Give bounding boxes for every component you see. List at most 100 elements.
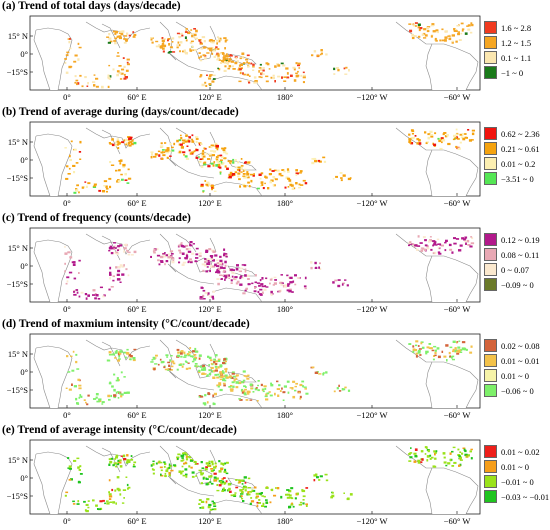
trend-cell [453, 134, 456, 138]
trend-cell [152, 356, 156, 359]
lon-label: 0° [63, 92, 71, 102]
trend-cell [437, 251, 441, 254]
trend-cell [286, 493, 290, 496]
trend-cell [185, 244, 189, 247]
trend-cell [129, 141, 133, 143]
trend-cell [317, 159, 321, 162]
trend-cell [185, 134, 188, 137]
trend-cell [202, 190, 205, 193]
trend-cell [426, 455, 430, 458]
trend-cell [188, 136, 191, 139]
trend-cell [208, 356, 212, 360]
trend-cell [112, 501, 116, 504]
trend-cell [205, 270, 209, 273]
legend-swatch [484, 127, 497, 140]
trend-cell [179, 143, 183, 146]
trend-cell [96, 400, 100, 403]
trend-cell [258, 173, 262, 176]
trend-cell [84, 293, 88, 296]
trend-cell [282, 64, 286, 67]
trend-cell [201, 151, 205, 154]
trend-cell [93, 185, 96, 187]
trend-cell [302, 499, 305, 501]
trend-cell [178, 139, 182, 142]
trend-cell [238, 270, 242, 273]
trend-cell [256, 501, 259, 504]
trend-cell [235, 381, 239, 384]
trend-cell [295, 169, 298, 172]
trend-cell [205, 249, 209, 253]
trend-cell [109, 40, 113, 43]
trend-cell [278, 172, 282, 176]
trend-cell [247, 161, 251, 164]
trend-cell [191, 252, 195, 255]
trend-cell [325, 371, 328, 374]
trend-cell [64, 61, 67, 64]
trend-cell [118, 358, 121, 360]
trend-cell [185, 254, 189, 257]
trend-cell [116, 253, 119, 255]
trend-cell [108, 458, 112, 461]
trend-cell [198, 156, 200, 158]
trend-cell [246, 173, 250, 176]
trend-cell [121, 273, 125, 276]
trend-cell [67, 457, 70, 459]
trend-cell [185, 361, 188, 363]
trend-cell [227, 60, 231, 63]
map-panel: 15° N 0° −15°S 0° 60° E 120° E 180° −120° W −60°… [0, 106, 550, 212]
trend-cell [166, 356, 169, 358]
trend-cell [208, 74, 212, 77]
trend-cell [178, 244, 181, 247]
trend-cell [251, 489, 254, 492]
trend-cell [210, 470, 214, 473]
trend-cell [464, 449, 467, 453]
trend-cell [217, 48, 220, 50]
legend: 0.62 ~ 2.36 0.21 ~ 0.61 0.01 ~ 0.2 −3.51 ~ … [484, 126, 550, 186]
coastline [209, 237, 217, 253]
trend-cell [281, 282, 284, 285]
trend-cell [347, 177, 351, 181]
trend-cell [416, 138, 420, 141]
trend-cell [71, 383, 73, 386]
trend-cell [182, 459, 185, 461]
trend-cell [126, 348, 129, 351]
legend-item: 0.01 ~ 0 [484, 368, 550, 383]
trend-cell [445, 464, 448, 467]
trend-cell [223, 489, 226, 492]
trend-cell [111, 143, 115, 147]
trend-cell [131, 254, 134, 256]
trend-cell [441, 350, 444, 353]
trend-cell [188, 149, 191, 152]
trend-cell [319, 267, 322, 270]
legend-label: 1.6 ~ 2.8 [501, 22, 532, 33]
lon-label: 60° E [127, 304, 146, 314]
trend-cell [313, 50, 317, 53]
coastline [211, 181, 263, 197]
trend-cell [212, 469, 215, 471]
trend-cell [316, 476, 319, 479]
trend-cell [212, 290, 215, 293]
trend-cell [233, 174, 236, 176]
trend-cell [152, 460, 155, 463]
trend-cell [413, 452, 417, 455]
trend-cell [236, 280, 240, 283]
trend-cell [87, 182, 91, 185]
trend-cell [77, 481, 81, 484]
trend-cell [133, 33, 137, 36]
trend-cell [426, 247, 430, 250]
trend-cell [212, 164, 215, 167]
trend-cell [292, 380, 296, 383]
trend-cell [106, 36, 110, 38]
trend-cell [102, 499, 105, 502]
trend-cell [435, 37, 437, 41]
trend-cell [239, 283, 243, 286]
trend-cell [107, 77, 111, 80]
trend-cell [278, 384, 281, 387]
trend-cell [242, 175, 246, 177]
trend-cell [77, 42, 80, 45]
trend-cell [420, 342, 423, 345]
trend-cell [469, 351, 473, 354]
trend-cell [212, 78, 216, 80]
trend-cell [155, 45, 159, 48]
trend-cell [209, 49, 213, 52]
